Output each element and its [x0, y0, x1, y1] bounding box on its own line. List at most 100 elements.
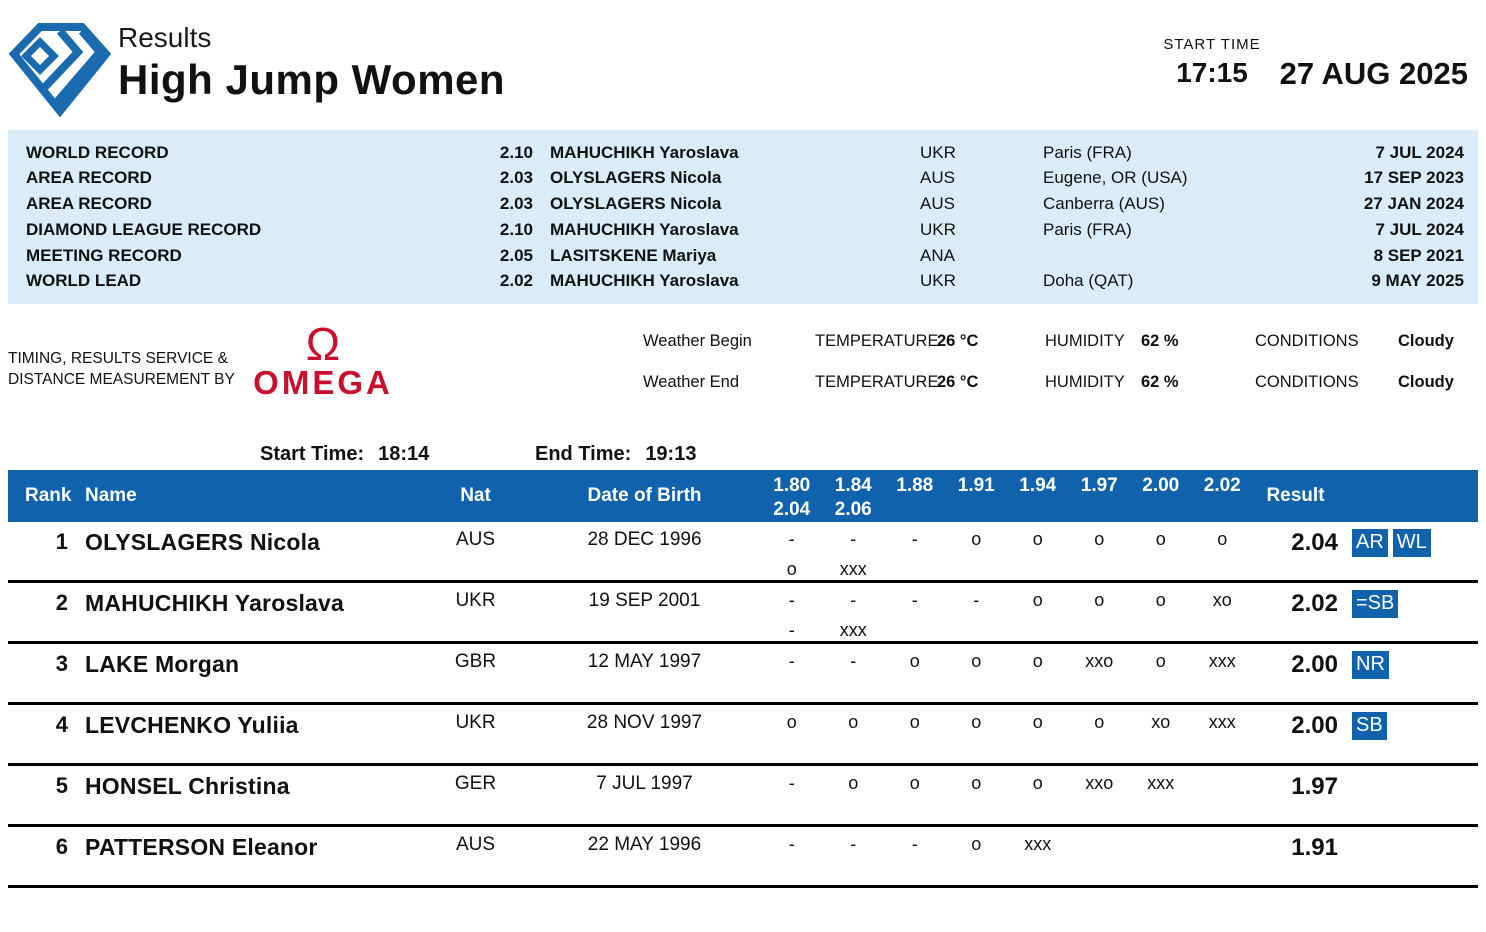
results-table-header: Rank Name Nat Date of Birth 1.80 2.04 1.8… — [8, 470, 1478, 522]
record-row: WORLD RECORD 2.10 MAHUCHIKH Yaroslava UK… — [26, 140, 1464, 165]
event-date: 27 AUG 2025 — [1279, 56, 1468, 91]
result-badges: NR — [1338, 651, 1478, 702]
athlete-nation: UKR — [455, 590, 496, 611]
conditions-value: Cloudy — [1398, 332, 1454, 350]
attempts-line1: - - - o xxx — [788, 834, 1052, 854]
result-badges: SB — [1338, 712, 1478, 763]
omega-wordmark: OMEGA — [253, 364, 393, 401]
athlete-attempts: - - o o o xxo o xxx — [761, 651, 1253, 702]
athlete-nation: GER — [454, 773, 497, 794]
attempts-line1: - o o o o xxo xxx — [788, 773, 1175, 793]
record-row: AREA RECORD 2.03 OLYSLAGERS Nicola AUS C… — [26, 192, 1464, 217]
athlete-nation: AUS — [455, 529, 496, 550]
attempts-line1: - - o o o xxo o xxx — [788, 651, 1236, 671]
height-column: 1.84 2.06 — [834, 475, 872, 520]
humidity-value: 62 % — [1141, 332, 1179, 350]
height-column: 1.88 — [896, 475, 934, 496]
omega-logo: Ω OMEGA — [248, 318, 398, 402]
attempts-line1: - - - - o o o xo — [788, 590, 1232, 610]
temperature-value: 26 °C — [937, 332, 979, 350]
session-end-label: End Time: — [535, 443, 632, 465]
attempts-line1: o o o o o o xo xxx — [786, 712, 1236, 732]
record-date: 27 JAN 2024 — [1363, 194, 1464, 214]
athlete-dob: 12 MAY 1997 — [587, 651, 702, 672]
record-row: DIAMOND LEAGUE RECORD 2.10 MAHUCHIKH Yar… — [26, 217, 1464, 242]
timing-service-text: TIMING, RESULTS SERVICE & DISTANCE MEASU… — [8, 348, 235, 390]
record-row: AREA RECORD 2.03 OLYSLAGERS Nicola AUS E… — [26, 166, 1464, 191]
result-badges — [1338, 834, 1478, 885]
athlete-nation: GBR — [454, 651, 497, 672]
athlete-dob: 19 SEP 2001 — [588, 590, 701, 611]
record-nation: UKR — [920, 142, 956, 162]
weather-end-row: Weather End TEMPERATURE 26 °C HUMIDITY 6… — [643, 373, 1478, 392]
session-times: Start Time: 18:14 End Time: 19:13 — [0, 443, 1486, 470]
status-badge: NR — [1352, 651, 1389, 679]
record-mark: 2.10 — [499, 219, 533, 239]
record-holder: MAHUCHIKH Yaroslava — [550, 271, 739, 291]
conditions-label: CONDITIONS — [1255, 373, 1359, 391]
record-label: AREA RECORD — [26, 194, 152, 214]
athlete-attempts: - - - o xxx — [761, 834, 1253, 885]
table-row: 1 OLYSLAGERS Nicola AUS 28 DEC 1996 - - … — [8, 522, 1478, 583]
temperature-label: TEMPERATURE — [815, 332, 939, 350]
result-badges: =SB — [1338, 590, 1478, 641]
record-label: MEETING RECORD — [26, 245, 182, 265]
sponsor-weather-section: TIMING, RESULTS SERVICE & DISTANCE MEASU… — [0, 318, 1478, 436]
record-venue: Doha (QAT) — [1043, 271, 1134, 291]
athlete-rank: 1 — [55, 529, 68, 554]
diamond-league-logo-icon — [8, 23, 112, 118]
record-label: WORLD LEAD — [26, 271, 142, 291]
athlete-attempts: - o o o o xxo xxx — [761, 773, 1253, 824]
height-column: 1.97 — [1080, 475, 1118, 496]
height-column: 2.02 — [1203, 475, 1241, 496]
athlete-dob: 28 DEC 1996 — [587, 529, 702, 550]
athlete-name: PATTERSON Eleanor — [85, 834, 318, 860]
humidity-value: 62 % — [1141, 373, 1179, 391]
omega-symbol-icon: Ω — [305, 318, 341, 370]
table-row: 3 LAKE Morgan GBR 12 MAY 1997 - - o o o … — [8, 644, 1478, 705]
athlete-name: MAHUCHIKH Yaroslava — [85, 590, 345, 616]
record-mark: 2.03 — [499, 194, 533, 214]
record-holder: LASITSKENE Mariya — [550, 245, 717, 265]
record-holder: OLYSLAGERS Nicola — [550, 194, 722, 214]
status-badge: SB — [1352, 712, 1387, 740]
record-mark: 2.05 — [499, 245, 533, 265]
record-date: 8 SEP 2021 — [1373, 245, 1464, 265]
record-venue: Canberra (AUS) — [1043, 194, 1165, 214]
page-header: Results High Jump Women START TIME 17:15… — [0, 0, 1486, 130]
record-row: WORLD LEAD 2.02 MAHUCHIKH Yaroslava UKR … — [26, 269, 1464, 294]
session-end-value: 19:13 — [645, 443, 697, 465]
record-label: WORLD RECORD — [26, 142, 169, 162]
record-holder: MAHUCHIKH Yaroslava — [550, 219, 739, 239]
athlete-dob: 28 NOV 1997 — [586, 712, 703, 733]
height-column: 2.00 — [1142, 475, 1180, 496]
col-header-result: Result — [1266, 485, 1325, 506]
status-badge: WL — [1392, 529, 1431, 557]
athlete-result: 1.91 — [1291, 834, 1338, 861]
record-venue: Paris (FRA) — [1043, 219, 1132, 239]
athlete-name: OLYSLAGERS Nicola — [85, 529, 321, 555]
record-venue: Eugene, OR (USA) — [1043, 168, 1188, 188]
height-column: 1.80 2.04 — [773, 475, 811, 520]
athlete-rank: 6 — [55, 834, 68, 859]
weather-end-label: Weather End — [643, 373, 740, 391]
timing-service-line2: DISTANCE MEASUREMENT BY — [8, 371, 235, 388]
col-header-nat: Nat — [460, 485, 491, 506]
col-header-dob: Date of Birth — [587, 485, 702, 506]
athlete-nation: AUS — [455, 834, 496, 855]
col-header-rank: Rank — [25, 485, 72, 506]
col-headers-heights: 1.80 2.04 1.84 2.06 1.88 1.91 1.94 1.97 2.… — [761, 470, 1253, 522]
record-mark: 2.03 — [499, 168, 533, 188]
session-start-time: Start Time: 18:14 — [260, 443, 429, 466]
weather-begin-label: Weather Begin — [643, 332, 752, 350]
record-row: MEETING RECORD 2.05 LASITSKENE Mariya AN… — [26, 243, 1464, 268]
status-badge: =SB — [1352, 590, 1399, 618]
athlete-result: 2.00 — [1291, 712, 1338, 739]
athlete-rank: 5 — [55, 773, 68, 798]
table-row: 5 HONSEL Christina GER 7 JUL 1997 - o o … — [8, 766, 1478, 827]
temperature-value: 26 °C — [937, 373, 979, 391]
weather-panel: Weather Begin TEMPERATURE 26 °C HUMIDITY… — [643, 332, 1478, 414]
height-column: 1.94 — [1019, 475, 1057, 496]
record-nation: AUS — [920, 194, 955, 214]
temperature-label: TEMPERATURE — [815, 373, 939, 391]
